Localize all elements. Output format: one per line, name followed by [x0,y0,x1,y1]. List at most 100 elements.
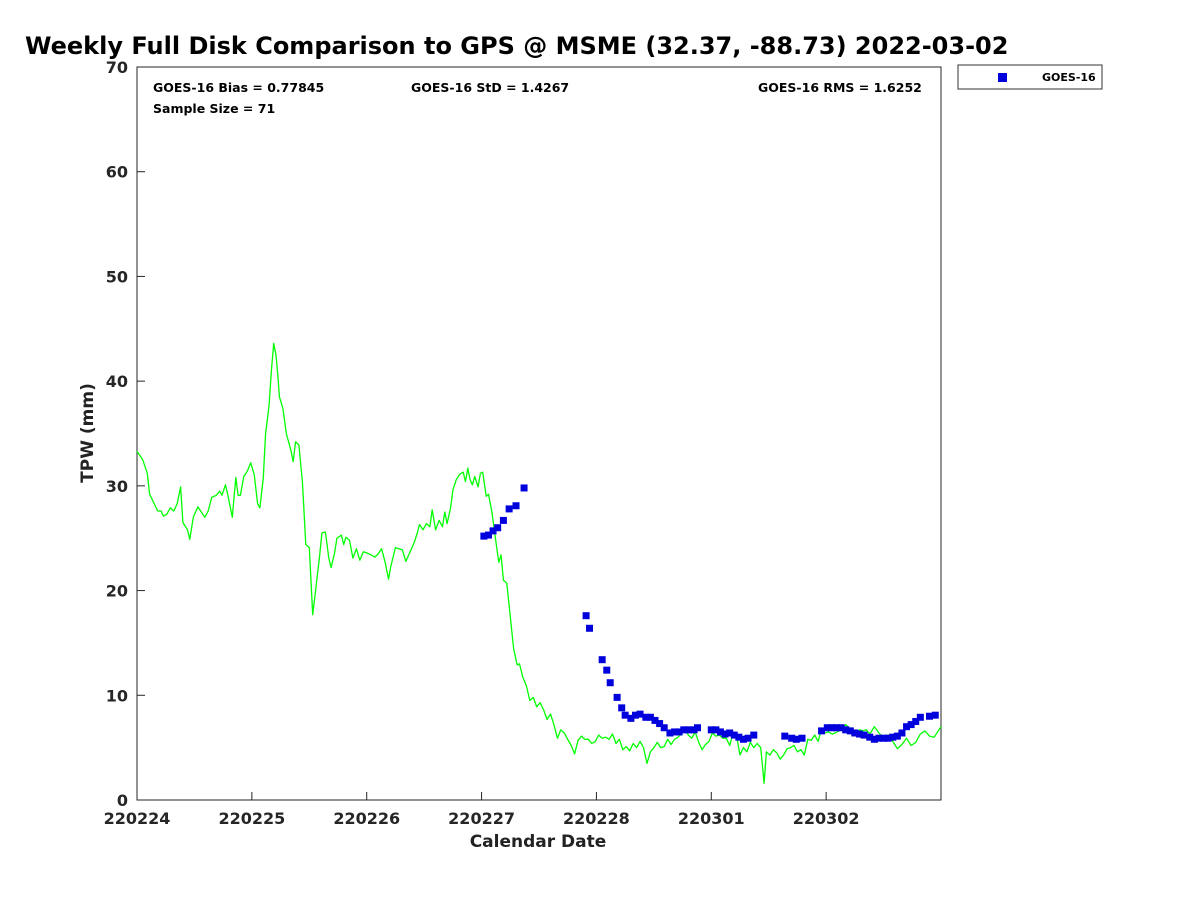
goes16-point [855,730,863,738]
plot-frame [136,66,942,801]
goes16-point [480,532,488,540]
stat-sample-size: Sample Size = 71 [153,101,275,116]
chart-title: Weekly Full Disk Comparison to GPS @ MSM… [25,32,1008,60]
goes16-point [684,726,692,734]
goes16-point [870,735,878,743]
goes16-point [832,724,840,732]
x-tick-label: 220302 [793,809,860,828]
goes16-point [646,713,654,721]
goes16-point [505,505,513,513]
y-tick-label: 40 [106,372,128,391]
goes16-point [898,729,906,737]
goes16-point [520,484,528,492]
tick-marks: 0 10 20 30 40 50 60 70 220224 220225 220226 220227 2… [104,58,860,828]
goes16-point [730,731,738,739]
goes16-point [750,731,758,739]
goes16-point [651,716,659,724]
stat-std: GOES-16 StD = 1.4267 [411,80,569,95]
goes16-point [721,730,729,738]
gps-series [136,342,942,784]
goes16-point [656,720,664,728]
goes16-point [884,734,892,742]
goes16-point [880,734,888,742]
legend-marker-icon [998,73,1007,82]
y-tick-label: 30 [106,477,128,496]
goes16-point [916,713,924,721]
gps-line [136,342,942,784]
goes16-point [926,712,934,720]
x-tick-label: 220227 [448,809,515,828]
goes16-point [586,624,594,632]
legend: GOES-16 [957,64,1103,90]
goes16-point [660,724,668,732]
goes16-point [582,612,590,620]
goes16-point [823,724,831,732]
goes16-point [631,711,639,719]
goes16-point [798,734,806,742]
x-tick-label: 220228 [563,809,630,828]
goes16-point [494,524,502,532]
y-tick-label: 20 [106,582,128,601]
goes16-point [792,735,800,743]
legend-box [957,64,1103,90]
goes16-point [613,693,621,701]
stat-rms: GOES-16 RMS = 1.6252 [758,80,922,95]
goes16-point [606,679,614,687]
goes16-point [744,734,752,742]
goes16-point [512,502,520,510]
goes16-point [666,729,674,737]
goes16-point [726,729,734,737]
goes16-point [851,729,859,737]
x-tick-label: 220226 [333,809,400,828]
x-tick-label: 220301 [678,809,745,828]
legend-label: GOES-16 [1042,71,1096,84]
goes16-point [875,734,883,742]
goes16-point [818,727,826,735]
goes16-point [860,731,868,739]
goes16-point [598,656,606,664]
y-tick-label: 10 [106,686,128,705]
y-tick-label: 0 [117,791,128,810]
goes16-point [866,733,874,741]
goes16-point [716,728,724,736]
y-axis-label: TPW (mm) [78,383,98,483]
y-tick-label: 70 [106,58,128,77]
goes16-point [912,717,920,725]
y-tick-label: 60 [106,163,128,182]
goes16-point [828,724,836,732]
goes16-point [707,726,715,734]
goes16-point [712,726,720,734]
goes16-point [680,726,688,734]
goes16-point [837,724,845,732]
axes [136,66,942,801]
goes16-point [621,711,629,719]
x-tick-label: 220224 [104,809,171,828]
goes16-point [781,732,789,740]
goes16-point [484,531,492,539]
goes16-point [788,734,796,742]
goes16-point [907,721,915,729]
goes16-point [671,728,679,736]
goes16-point [489,527,497,535]
goes16-point [889,733,897,741]
goes16-point [499,516,507,524]
x-tick-label: 220225 [218,809,285,828]
stat-bias: GOES-16 Bias = 0.77845 [153,80,324,95]
goes16-point [735,733,743,741]
goes16-point [842,726,850,734]
goes16-point [642,713,650,721]
goes16-point [636,710,644,718]
goes16-point [603,666,611,674]
goes16-point [739,735,747,743]
goes16-point [618,704,626,712]
goes16-point [627,714,635,722]
goes16-series [480,484,939,743]
x-axis-label: Calendar Date [470,832,607,852]
goes16-point [846,727,854,735]
goes16-point [931,711,939,719]
goes16-point [893,732,901,740]
y-tick-label: 50 [106,267,128,286]
goes16-point [903,723,911,731]
